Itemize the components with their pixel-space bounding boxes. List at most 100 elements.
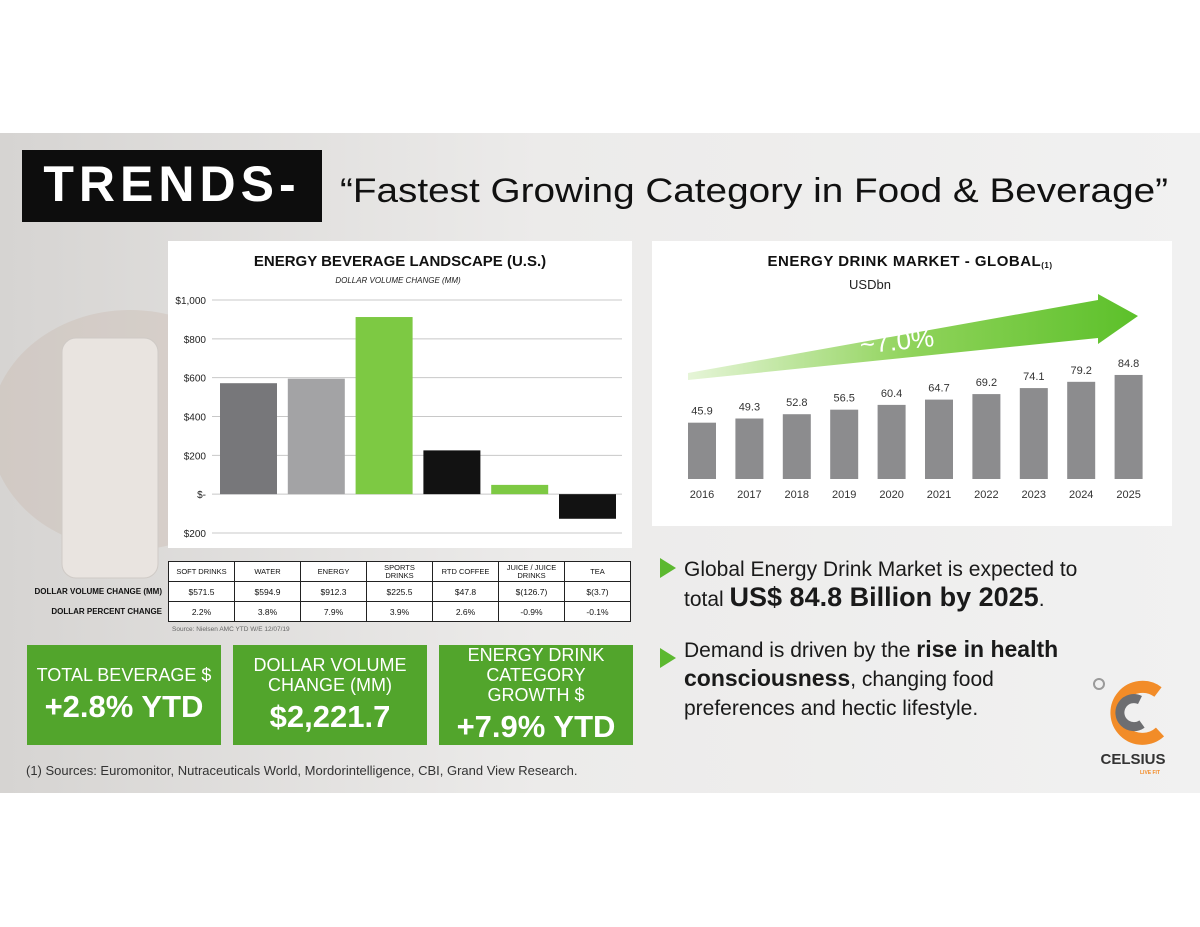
bar xyxy=(423,450,481,495)
column-header: SOFT DRINKS xyxy=(168,561,235,582)
x-tick-label: 2018 xyxy=(785,489,809,501)
bar xyxy=(972,394,1001,479)
table-cell: $(3.7) xyxy=(564,581,631,602)
bullet-text: consciousness, changing food xyxy=(684,665,994,691)
row-label: DOLLAR VOLUME CHANGE (MM) xyxy=(34,587,162,596)
y-tick-label: $600 xyxy=(184,374,207,385)
bullet-run: Demand is driven by the xyxy=(684,639,916,662)
table-corner xyxy=(18,562,169,582)
value-label: 79.2 xyxy=(1070,365,1091,377)
headline: “Fastest Growing Category in Food & Beve… xyxy=(340,172,1168,210)
stat-value: +2.8% YTD xyxy=(44,689,204,724)
value-label: 69.2 xyxy=(976,377,997,389)
table-cell: 3.9% xyxy=(366,601,433,622)
y-tick-label: $800 xyxy=(184,335,207,346)
stat-box: ENERGY DRINK CATEGORY GROWTH $ +7.9% YTD xyxy=(439,645,633,745)
chart-subtitle: USDbn xyxy=(849,277,891,292)
bullet-text: total US$ 84.8 Billion by 2025. xyxy=(684,582,1045,612)
x-tick-label: 2024 xyxy=(1069,489,1093,501)
chart-title-text: ENERGY DRINK MARKET - GLOBAL xyxy=(767,253,1041,270)
chart-title-note: (1) xyxy=(1041,261,1052,270)
value-label: 49.3 xyxy=(739,402,760,414)
bullet-emphasis: consciousness xyxy=(684,665,850,691)
column-header: SPORTS DRINKS xyxy=(366,561,433,582)
x-tick-label: 2023 xyxy=(1022,489,1046,501)
logo-mark xyxy=(1115,694,1145,732)
table-cell: $594.9 xyxy=(234,581,301,602)
bar xyxy=(220,383,277,495)
title-badge-bg xyxy=(22,150,322,222)
table-cell: 3.8% xyxy=(234,601,301,622)
x-tick-label: 2020 xyxy=(879,489,903,501)
bar xyxy=(735,418,764,479)
bar xyxy=(491,484,549,495)
bullet-run: . xyxy=(1039,588,1045,611)
bar xyxy=(559,494,616,519)
table-row: DOLLAR VOLUME CHANGE (MM) $571.5 $594.9 $91… xyxy=(18,581,631,602)
y-tick-label: $- xyxy=(197,490,206,501)
bullet-icon xyxy=(660,648,676,668)
title-badge: TRENDS- xyxy=(43,156,300,212)
x-tick-label: 2019 xyxy=(832,489,856,501)
stat-label: DOLLAR VOLUME CHANGE (MM) xyxy=(253,655,407,695)
bar xyxy=(877,404,906,479)
bar xyxy=(287,378,345,495)
value-label: 56.5 xyxy=(833,393,854,405)
logo-name: CELSIUS xyxy=(1100,751,1165,768)
stat-box: TOTAL BEVERAGE $ +2.8% YTD xyxy=(27,645,221,745)
chart-subtitle: DOLLAR VOLUME CHANGE (MM) xyxy=(335,276,461,285)
y-tick-label: $200 xyxy=(184,529,207,540)
column-header: JUICE / JUICE DRINKS xyxy=(498,561,565,582)
stat-value: +7.9% YTD xyxy=(456,709,616,744)
bar xyxy=(688,422,716,479)
table-header-row: SOFT DRINKS WATER ENERGY SPORTS DRINKS RTD C… xyxy=(18,561,631,582)
x-tick-label: 2021 xyxy=(927,489,951,501)
table-cell: -0.9% xyxy=(498,601,565,622)
footnote: (1) Sources: Euromonitor, Nutraceuticals… xyxy=(26,763,578,778)
bar xyxy=(830,409,859,479)
table-cell: 2.2% xyxy=(168,601,235,622)
bullet-run: preferences and hectic lifestyle. xyxy=(684,697,978,720)
bullet-text: Global Energy Drink Market is expected t… xyxy=(684,558,1077,581)
bullet-text: preferences and hectic lifestyle. xyxy=(684,697,978,720)
table-cell: $912.3 xyxy=(300,581,367,602)
stat-label: TOTAL BEVERAGE $ xyxy=(36,665,212,685)
bar xyxy=(1067,381,1096,479)
table-cell: 7.9% xyxy=(300,601,367,622)
growth-arrow xyxy=(688,294,1138,380)
chart-title: ENERGY DRINK MARKET - GLOBAL(1) xyxy=(767,253,1052,270)
bar xyxy=(925,399,953,479)
x-tick-label: 2025 xyxy=(1116,489,1140,501)
table-cell: -0.1% xyxy=(564,601,631,622)
column-header: WATER xyxy=(234,561,301,582)
column-header: ENERGY xyxy=(300,561,367,582)
value-label: 45.9 xyxy=(691,406,712,418)
table-cell: $225.5 xyxy=(366,581,433,602)
bullet-emphasis: rise in health xyxy=(916,636,1058,662)
value-label: 52.8 xyxy=(786,397,807,409)
table-cell: $47.8 xyxy=(432,581,499,602)
column-header: TEA xyxy=(564,561,631,582)
bullet-emphasis: US$ 84.8 Billion by 2025 xyxy=(730,582,1039,612)
row-label: DOLLAR PERCENT CHANGE xyxy=(51,607,162,616)
y-tick-label: $400 xyxy=(184,413,207,424)
value-label: 74.1 xyxy=(1023,371,1044,383)
bullet-run: total xyxy=(684,588,730,611)
bar xyxy=(355,317,413,495)
table-cell: $(126.7) xyxy=(498,581,565,602)
x-tick-label: 2022 xyxy=(974,489,998,501)
column-header: RTD COFFEE xyxy=(432,561,499,582)
value-label: 84.8 xyxy=(1118,358,1139,370)
table-cell: $571.5 xyxy=(168,581,235,602)
value-label: 64.7 xyxy=(928,383,949,395)
bar xyxy=(782,414,811,479)
logo-dot xyxy=(1093,678,1105,690)
bar xyxy=(1019,388,1048,479)
x-tick-label: 2016 xyxy=(690,489,714,501)
table-row: DOLLAR PERCENT CHANGE 2.2% 3.8% 7.9% 3.9% 2.6… xyxy=(18,601,631,622)
value-label: 60.4 xyxy=(881,388,902,400)
table-source: Source: Nielsen AMC YTD W/E 12/07/19 xyxy=(172,626,290,633)
y-tick-label: $200 xyxy=(184,451,207,462)
